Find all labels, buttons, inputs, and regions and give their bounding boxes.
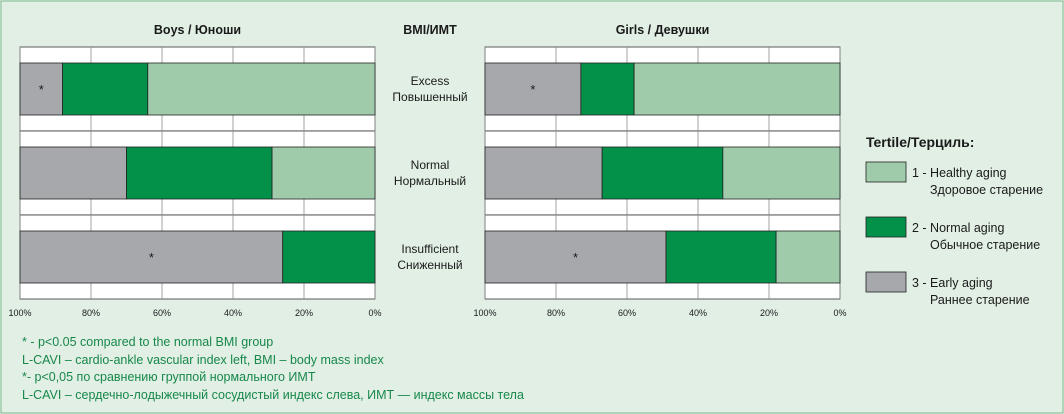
significance-marker: *	[573, 250, 578, 265]
bar-segment	[580, 62, 635, 116]
legend-label-en: 2 - Normal aging	[912, 221, 1004, 235]
legend-swatch	[865, 216, 907, 238]
chart-panel-1: * * 100% 80% 60% 40% 20% 0% Boys / Юноши	[8, 23, 381, 318]
row-label-ru: Сниженный	[397, 258, 462, 272]
x-tick-label: 0%	[368, 308, 381, 318]
legend-swatch	[865, 271, 907, 293]
bar-segment	[19, 230, 284, 284]
x-tick-label: 20%	[295, 308, 313, 318]
bar-segment	[665, 230, 777, 284]
bar-segment	[775, 230, 841, 284]
footnote-2: L-CAVI – cardio-ankle vascular index lef…	[22, 352, 384, 367]
x-tick-label: 40%	[224, 308, 242, 318]
row-label-en: Insufficient	[401, 242, 459, 256]
x-tick-label: 60%	[153, 308, 171, 318]
row-label-en: Normal	[411, 158, 450, 172]
legend-label-ru: Обычное старение	[930, 238, 1040, 252]
bar-segment	[484, 62, 582, 116]
x-tick-label: 80%	[547, 308, 565, 318]
x-tick-label: 40%	[689, 308, 707, 318]
legend-label-ru: Раннее старение	[930, 293, 1030, 307]
bar-segment	[271, 146, 376, 200]
bar-segment	[633, 62, 841, 116]
legend-label-ru: Здоровое старение	[930, 183, 1043, 197]
footnote-4: L-CAVI – сердечно-лодыжечный сосудистый …	[22, 387, 524, 402]
center-header: BMI/ИМТ	[403, 23, 457, 37]
chart-panel-2: * * 100% 80% 60% 40% 20% 0% Girls / Девушки	[473, 23, 846, 318]
x-tick-label: 80%	[82, 308, 100, 318]
bar-segment	[484, 230, 667, 284]
legend-label-en: 1 - Healthy aging	[912, 166, 1007, 180]
footnotes: * - p<0.05 compared to the normal BMI gr…	[22, 334, 524, 404]
x-tick-label: 20%	[760, 308, 778, 318]
legend-label-en: 3 - Early aging	[912, 276, 993, 290]
x-tick-label: 100%	[473, 308, 496, 318]
significance-marker: *	[39, 82, 44, 97]
bar-segment	[126, 146, 273, 200]
bar-segment	[601, 146, 724, 200]
row-label-en: Excess	[411, 74, 450, 88]
chart-title: Boys / Юноши	[154, 23, 241, 37]
bar-segment	[62, 62, 149, 116]
bar-segment	[722, 146, 841, 200]
x-tick-label: 0%	[833, 308, 846, 318]
legend-title: Tertile/Терциль:	[866, 134, 974, 150]
bar-segment	[484, 146, 603, 200]
legend: Tertile/Терциль: 1 - Healthy aging Здорово…	[865, 134, 1043, 307]
footnote-1: * - p<0.05 compared to the normal BMI gr…	[22, 335, 274, 349]
bar-segment	[19, 62, 63, 116]
footnote-3: *- p<0,05 по сравнению группой нормально…	[22, 370, 316, 384]
significance-marker: *	[530, 82, 535, 97]
bar-segment	[147, 62, 376, 116]
chart-title: Girls / Девушки	[616, 23, 710, 37]
bar-segment	[282, 230, 376, 284]
row-label-ru: Нормальный	[394, 174, 466, 188]
row-label-ru: Повышенный	[392, 90, 467, 104]
bar-segment	[19, 146, 127, 200]
x-tick-label: 60%	[618, 308, 636, 318]
significance-marker: *	[149, 250, 154, 265]
x-tick-label: 100%	[8, 308, 31, 318]
legend-swatch	[865, 161, 907, 183]
